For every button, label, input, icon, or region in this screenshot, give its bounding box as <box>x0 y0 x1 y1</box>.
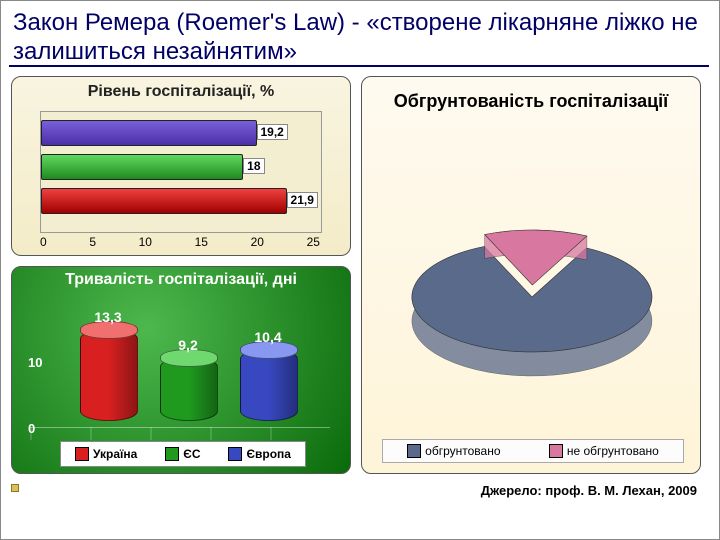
bar-item <box>41 120 257 146</box>
x-tick: 15 <box>195 235 208 249</box>
cylinder-value: 13,3 <box>80 309 136 325</box>
cylinder-value: 10,4 <box>240 329 296 345</box>
y-tick: 0 <box>28 421 35 436</box>
justification-pie-panel: Обгрунтованість госпіталізації обгрунтов… <box>361 76 701 474</box>
bar-item <box>41 154 243 180</box>
source-text: Джерело: проф. В. М. Лехан, 2009 <box>481 483 697 498</box>
y-tick: 10 <box>28 355 42 370</box>
pie-legend: обгрунтовано не обгрунтовано <box>382 439 684 463</box>
cylinder-value: 9,2 <box>160 337 216 353</box>
bar-value-label: 21,9 <box>287 192 318 208</box>
cyl-floor <box>30 427 330 440</box>
legend-item: Європа <box>228 447 291 462</box>
pie-legend-item: обгрунтовано <box>407 444 500 459</box>
pie-chart <box>392 207 672 387</box>
title-underline <box>9 65 709 67</box>
pie-chart-title: Обгрунтованість госпіталізації <box>362 91 700 113</box>
hospitalization-rate-chart: Рівень госпіталізації, % 19,2 18 21,9 0 5 10… <box>11 76 351 256</box>
x-tick: 20 <box>251 235 264 249</box>
slide-title: Закон Ремера (Roemer's Law) - «створене … <box>1 1 719 71</box>
pie-legend-item: не обгрунтовано <box>549 444 659 459</box>
cyl-legend: Україна ЄС Європа <box>60 441 306 467</box>
bar-x-axis: 0 5 10 15 20 25 <box>40 235 320 249</box>
bar-value-label: 19,2 <box>257 124 288 140</box>
legend-item: ЄС <box>165 447 200 462</box>
x-tick: 5 <box>89 235 96 249</box>
slide: Закон Ремера (Roemer's Law) - «створене … <box>0 0 720 540</box>
cyl-plot-area: 10013,39,210,4 <box>30 301 330 429</box>
legend-item: Україна <box>75 447 137 462</box>
x-tick: 25 <box>307 235 320 249</box>
bar-value-label: 18 <box>243 158 264 174</box>
bar-plot-area: 19,2 18 21,9 <box>40 111 322 233</box>
x-tick: 10 <box>139 235 152 249</box>
hospitalization-duration-chart: Тривалість госпіталізації, дні 10 0 13,3 9,… <box>11 266 351 474</box>
bullet-icon <box>11 484 19 492</box>
bar-item <box>41 188 287 214</box>
content-area: Рівень госпіталізації, % 19,2 18 21,9 0 5 10… <box>11 76 711 506</box>
x-tick: 0 <box>40 235 47 249</box>
cyl-chart-title: Тривалість госпіталізації, дні <box>12 271 350 289</box>
bar-chart-title: Рівень госпіталізації, % <box>12 83 350 101</box>
